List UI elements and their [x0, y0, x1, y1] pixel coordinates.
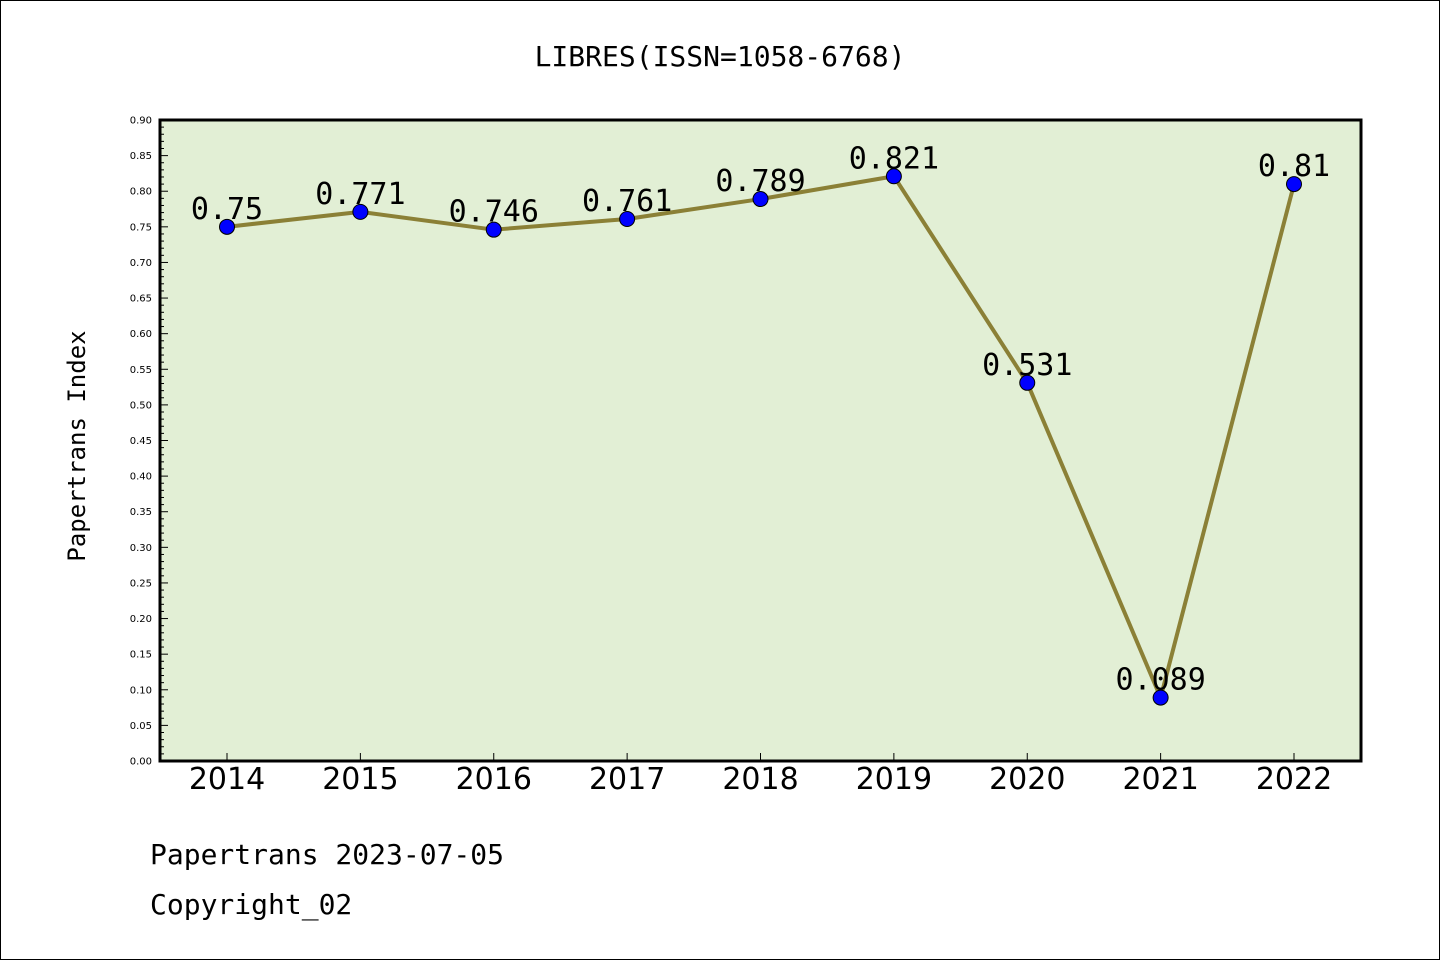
y-tick-label: 0.05 [130, 721, 152, 732]
footer-credit: Papertrans 2023-07-05 [150, 838, 504, 871]
plot-border [158, 118, 1363, 763]
data-point [1286, 176, 1302, 193]
x-tick-label: 2021 [1122, 762, 1198, 797]
x-tick-label: 2016 [456, 762, 532, 797]
y-tick-label: 0.50 [130, 400, 152, 411]
y-tick-label: 0.55 [130, 365, 152, 376]
x-tick-label: 2018 [722, 762, 798, 797]
data-point [1152, 689, 1169, 706]
data-label: 0.761 [582, 184, 672, 219]
data-label: 0.771 [315, 177, 405, 212]
y-tick-label: 0.00 [130, 757, 152, 768]
data-labels: 0.75 0.771 0.746 0.761 0.789 0.821 0.531 0.089 0… [191, 141, 1330, 697]
data-label: 0.531 [982, 348, 1072, 383]
y-axis-label: Papertrans Index [63, 330, 91, 561]
x-axis-ticks: 2014 2015 2016 2017 2018 2019 2020 2021 2022 [189, 753, 1332, 797]
data-point [219, 218, 235, 235]
y-tick-label: 0.15 [130, 650, 152, 661]
y-tick-label: 0.60 [130, 329, 152, 340]
y-tick-label: 0.80 [130, 187, 152, 198]
data-point [885, 168, 902, 185]
x-tick-label: 2017 [589, 762, 665, 797]
data-point [619, 210, 636, 227]
y-tick-label: 0.30 [130, 543, 152, 554]
y-tick-label: 0.35 [130, 507, 152, 518]
data-label: 0.789 [715, 164, 805, 199]
x-tick-label: 2015 [322, 762, 398, 797]
y-axis-ticks: 0.00 0.05 0.10 0.15 0.20 0.25 0.30 0.35 0.40 0.45… [130, 116, 168, 768]
data-label: 0.089 [1115, 663, 1205, 698]
data-point [485, 221, 502, 238]
y-tick-label: 0.65 [130, 294, 152, 305]
x-tick-label: 2019 [856, 762, 932, 797]
y-tick-label: 0.70 [130, 258, 152, 269]
x-tick-label: 2014 [189, 762, 265, 797]
y-tick-label: 0.25 [130, 578, 152, 589]
data-label: 0.746 [449, 195, 539, 230]
plot-area [160, 120, 1361, 761]
data-markers [219, 168, 1302, 706]
data-label: 0.821 [849, 141, 939, 176]
data-label: 0.81 [1258, 149, 1330, 184]
y-tick-label: 0.90 [130, 116, 152, 127]
y-tick-label: 0.75 [130, 222, 152, 233]
data-label: 0.75 [191, 192, 263, 227]
x-tick-label: 2022 [1256, 762, 1332, 797]
x-tick-label: 2020 [989, 762, 1065, 797]
y-tick-label: 0.10 [130, 685, 152, 696]
y-tick-label: 0.40 [130, 472, 152, 483]
footer-copyright: Copyright_02 [150, 888, 352, 922]
chart-title: LIBRES(ISSN=1058-6768) [535, 40, 906, 73]
y-tick-label: 0.85 [130, 151, 152, 162]
data-point [352, 203, 369, 220]
y-tick-label: 0.20 [130, 614, 152, 625]
data-point [752, 191, 769, 208]
y-tick-label: 0.45 [130, 436, 152, 447]
data-point [1019, 374, 1036, 391]
